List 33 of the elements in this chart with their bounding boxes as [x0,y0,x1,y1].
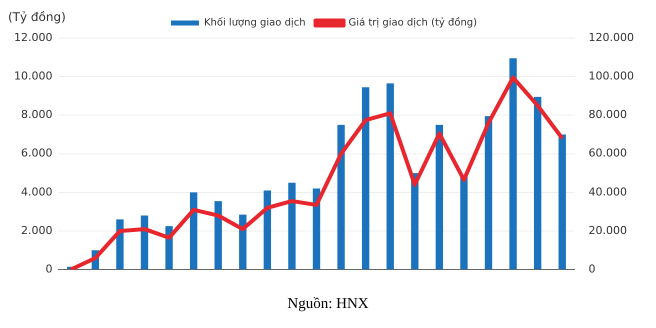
bar [239,214,246,270]
y2-tick-label: 120.000 [588,30,634,44]
bar [534,96,542,270]
bar [288,182,296,270]
bar [509,58,517,270]
text: Nguồn: HNX [286,296,370,313]
bar [214,201,222,270]
y-tick-label: 4.000 [20,185,52,198]
y2-tick-label: 60.000 [588,146,628,160]
y2-tick-label: 100.000 [588,69,634,82]
legend-label: Khối lượng giao dịch [204,16,306,29]
bar [190,192,198,270]
bar [337,124,345,270]
y-tick-label: 2.000 [20,224,52,237]
legend-label: Giá trị giao dịch (tỷ đồng) [348,16,478,29]
y-tick-label: 10.000 [14,69,52,82]
bar [460,176,468,270]
y-axis-title: (Tỷ đồng) [8,10,66,24]
y-tick-label: 12.000 [14,30,52,44]
y2-tick-label: 80.000 [588,108,628,122]
y2-tick-label: 20.000 [588,224,628,237]
bar [484,116,492,270]
bar [558,134,566,270]
y-tick-label: 6.000 [20,146,52,160]
bar [436,124,444,270]
y2-tick-label: 40.000 [588,185,628,198]
bar [264,190,272,270]
y-tick-label: 8.000 [20,108,52,122]
bar [362,87,370,270]
bar [116,219,124,270]
y-tick-label: 0 [45,262,52,276]
y2-tick-label: 0 [588,262,596,276]
bar [386,83,394,270]
